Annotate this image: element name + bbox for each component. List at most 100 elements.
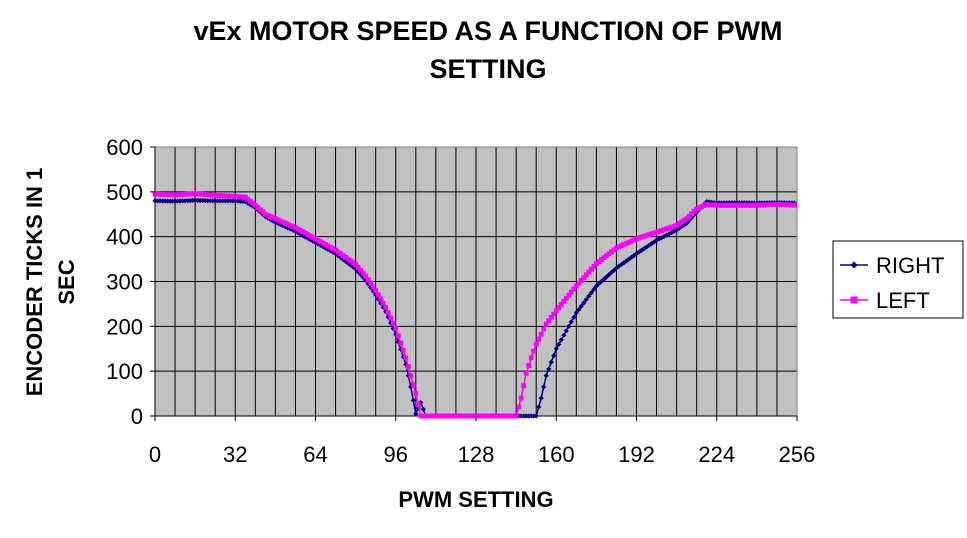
data-point-left bbox=[461, 413, 466, 419]
data-point-left bbox=[260, 209, 266, 215]
data-point-left bbox=[270, 215, 276, 221]
data-point-left bbox=[598, 257, 604, 263]
data-point-left bbox=[385, 310, 391, 316]
data-point-left bbox=[466, 413, 471, 419]
data-point-left bbox=[308, 233, 313, 239]
data-point-left bbox=[498, 413, 504, 419]
data-point-left bbox=[749, 202, 755, 208]
data-point-left bbox=[200, 191, 206, 197]
data-point-left bbox=[398, 340, 404, 346]
data-point-left bbox=[739, 202, 745, 208]
data-point-left bbox=[568, 289, 574, 295]
data-point-left bbox=[719, 202, 725, 208]
data-point-left bbox=[235, 194, 241, 199]
data-point-left bbox=[669, 224, 675, 230]
data-point-left bbox=[290, 224, 296, 229]
data-point-left bbox=[303, 230, 308, 236]
data-point-left bbox=[277, 218, 283, 224]
data-point-left bbox=[714, 202, 720, 208]
data-point-left bbox=[368, 280, 374, 286]
data-point-left bbox=[551, 311, 557, 317]
data-point-left bbox=[350, 260, 356, 266]
legend-label-right: RIGHT bbox=[876, 253, 944, 278]
data-point-left bbox=[257, 207, 263, 213]
data-point-left bbox=[267, 214, 273, 219]
data-point-left bbox=[521, 383, 527, 389]
data-point-right bbox=[420, 406, 426, 412]
data-point-left bbox=[343, 254, 348, 260]
data-point-left bbox=[646, 232, 652, 238]
data-point-left bbox=[779, 202, 785, 208]
data-point-left bbox=[744, 202, 750, 208]
data-point-left bbox=[175, 192, 180, 198]
data-point-left bbox=[481, 413, 486, 419]
series-layer bbox=[152, 191, 798, 419]
data-point-right bbox=[571, 314, 577, 320]
data-point-left bbox=[192, 191, 198, 197]
data-point-left bbox=[280, 219, 286, 225]
data-point-right bbox=[541, 384, 547, 390]
data-point-left bbox=[531, 348, 537, 354]
data-point-left bbox=[160, 192, 165, 197]
data-point-left bbox=[496, 413, 501, 419]
data-point-left bbox=[283, 220, 288, 226]
data-point-left bbox=[162, 192, 168, 197]
chart-title-line-2: SETTING bbox=[429, 54, 546, 84]
data-point-left bbox=[571, 286, 577, 292]
data-point-right bbox=[591, 286, 597, 292]
data-point-left bbox=[222, 193, 228, 199]
data-point-left bbox=[626, 239, 632, 245]
data-point-left bbox=[275, 217, 281, 223]
data-point-right bbox=[626, 256, 632, 262]
data-point-left bbox=[629, 238, 634, 244]
data-point-left bbox=[463, 413, 469, 419]
data-point-left bbox=[313, 236, 318, 242]
data-point-left bbox=[483, 413, 489, 419]
data-point-left bbox=[378, 296, 384, 302]
data-point-left bbox=[453, 413, 459, 419]
data-point-right bbox=[618, 261, 625, 268]
data-point-left bbox=[440, 413, 446, 419]
data-point-left bbox=[448, 413, 454, 419]
data-point-left bbox=[468, 413, 474, 419]
data-point-left bbox=[405, 364, 411, 370]
data-point-left bbox=[709, 202, 715, 208]
data-point-left bbox=[202, 192, 208, 197]
data-point-left bbox=[686, 213, 692, 219]
data-point-right bbox=[533, 413, 539, 419]
data-point-left bbox=[619, 243, 624, 249]
data-point-left bbox=[182, 191, 188, 197]
y-axis-title-line-1: ENCODER TICKS IN 1 bbox=[22, 168, 47, 397]
data-point-left bbox=[784, 202, 790, 208]
data-point-left bbox=[456, 413, 461, 419]
data-point-right bbox=[578, 303, 584, 309]
data-point-left bbox=[701, 203, 707, 208]
data-point-right bbox=[601, 276, 607, 282]
data-point-left bbox=[604, 253, 609, 259]
data-point-left bbox=[443, 413, 449, 419]
data-point-left bbox=[573, 283, 579, 289]
data-point-right bbox=[538, 395, 544, 401]
data-point-left bbox=[217, 193, 223, 199]
data-point-right bbox=[583, 296, 589, 303]
data-point-left bbox=[538, 331, 544, 337]
data-point-left bbox=[265, 212, 271, 218]
data-point-right bbox=[543, 373, 549, 379]
data-point-left bbox=[699, 204, 705, 210]
data-point-right bbox=[568, 319, 574, 325]
data-point-left bbox=[300, 229, 306, 235]
tick-labels: 0 32 64 96 128 160 192 224 256 0 100 200 300 400 500 60… bbox=[106, 135, 815, 467]
y-tick-label: 0 bbox=[131, 404, 143, 429]
data-point-left bbox=[325, 243, 331, 249]
data-point-left bbox=[656, 228, 662, 234]
data-point-left bbox=[523, 371, 529, 376]
data-point-left bbox=[654, 229, 659, 235]
data-point-left bbox=[418, 413, 424, 419]
data-point-left bbox=[488, 413, 494, 419]
data-point-left bbox=[621, 242, 627, 247]
data-point-left bbox=[370, 284, 376, 290]
data-point-left bbox=[318, 239, 323, 245]
data-point-left bbox=[556, 305, 562, 310]
data-point-left bbox=[167, 192, 173, 198]
